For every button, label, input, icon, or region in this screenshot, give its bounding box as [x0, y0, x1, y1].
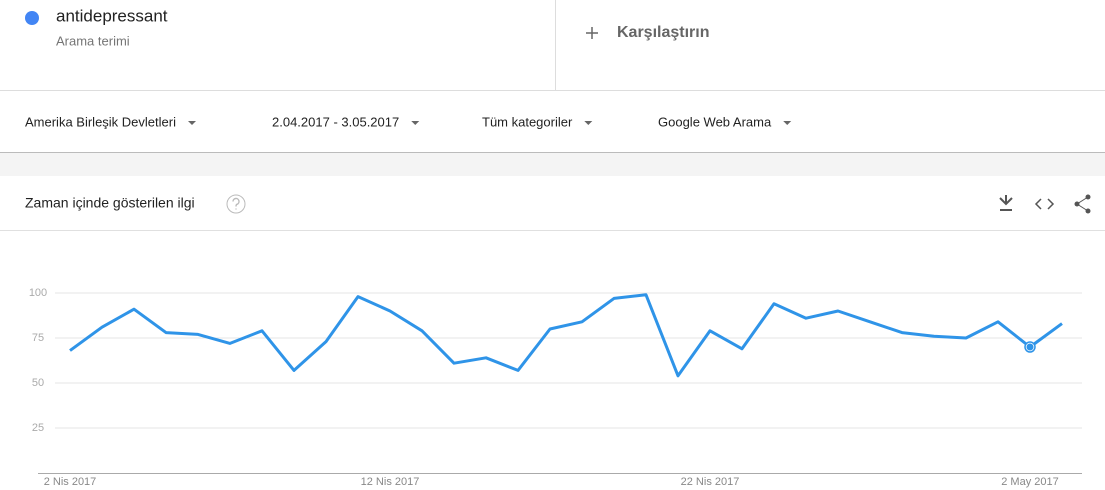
dropdown-arrow: [584, 121, 593, 125]
dropdown-arrow: [411, 121, 420, 125]
hover-point-core: [1026, 343, 1034, 351]
x-tick-label: 22 Nis 2017: [681, 476, 740, 488]
x-tick-label: 12 Nis 2017: [361, 476, 420, 488]
filter[interactable]: 2.04.2017 - 3.05.2017: [272, 114, 399, 129]
term: antidepressant: [56, 6, 168, 25]
y-tick-label: 50: [32, 377, 44, 389]
download-icon[interactable]: [999, 195, 1013, 211]
term-dot: [25, 11, 39, 25]
share-icon[interactable]: [1074, 194, 1091, 214]
dropdown-arrow: [187, 121, 196, 125]
filter[interactable]: Google Web Arama: [658, 114, 772, 129]
y-tick-label: 25: [32, 422, 44, 434]
compare[interactable]: Karşılaştırın: [617, 24, 709, 41]
x-tick-label: 2 Nis 2017: [44, 476, 97, 488]
plus-icon[interactable]: [586, 27, 598, 39]
band: [0, 152, 1105, 176]
dropdown-arrow: [783, 121, 792, 125]
filter[interactable]: Amerika Birleşik Devletleri: [25, 114, 176, 129]
trend-line: [69, 293, 1063, 378]
help-mark: [232, 197, 240, 210]
filter[interactable]: Tüm kategoriler: [482, 114, 573, 129]
y-tick-label: 100: [29, 287, 47, 299]
help-icon[interactable]: [226, 194, 246, 214]
x-tick-label: 2 May 2017: [1001, 476, 1058, 488]
y-tick-label: 75: [32, 332, 44, 344]
embed-icon[interactable]: [1034, 198, 1055, 210]
chart-title: Zaman içinde gösterilen ilgi: [25, 195, 195, 211]
term-type: Arama terimi: [56, 33, 130, 48]
